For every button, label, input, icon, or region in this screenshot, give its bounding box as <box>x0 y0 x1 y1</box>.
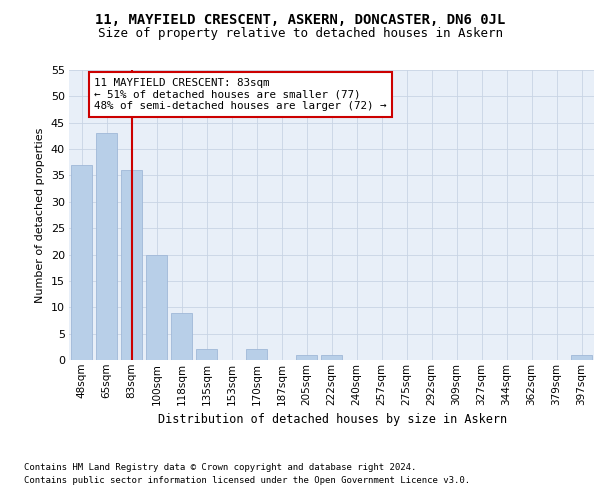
Bar <box>146 254 167 360</box>
Text: Contains public sector information licensed under the Open Government Licence v3: Contains public sector information licen… <box>24 476 470 485</box>
Y-axis label: Number of detached properties: Number of detached properties <box>35 128 45 302</box>
Bar <box>121 170 142 360</box>
Text: Contains HM Land Registry data © Crown copyright and database right 2024.: Contains HM Land Registry data © Crown c… <box>24 462 416 471</box>
Bar <box>171 312 192 360</box>
Text: Size of property relative to detached houses in Askern: Size of property relative to detached ho… <box>97 28 503 40</box>
Text: 11 MAYFIELD CRESCENT: 83sqm
← 51% of detached houses are smaller (77)
48% of sem: 11 MAYFIELD CRESCENT: 83sqm ← 51% of det… <box>94 78 386 111</box>
Text: 11, MAYFIELD CRESCENT, ASKERN, DONCASTER, DN6 0JL: 11, MAYFIELD CRESCENT, ASKERN, DONCASTER… <box>95 12 505 26</box>
Bar <box>296 354 317 360</box>
Bar <box>71 165 92 360</box>
Bar <box>246 350 267 360</box>
Bar <box>571 354 592 360</box>
Bar <box>196 350 217 360</box>
Bar <box>321 354 342 360</box>
Bar <box>96 134 117 360</box>
Text: Distribution of detached houses by size in Askern: Distribution of detached houses by size … <box>158 412 508 426</box>
